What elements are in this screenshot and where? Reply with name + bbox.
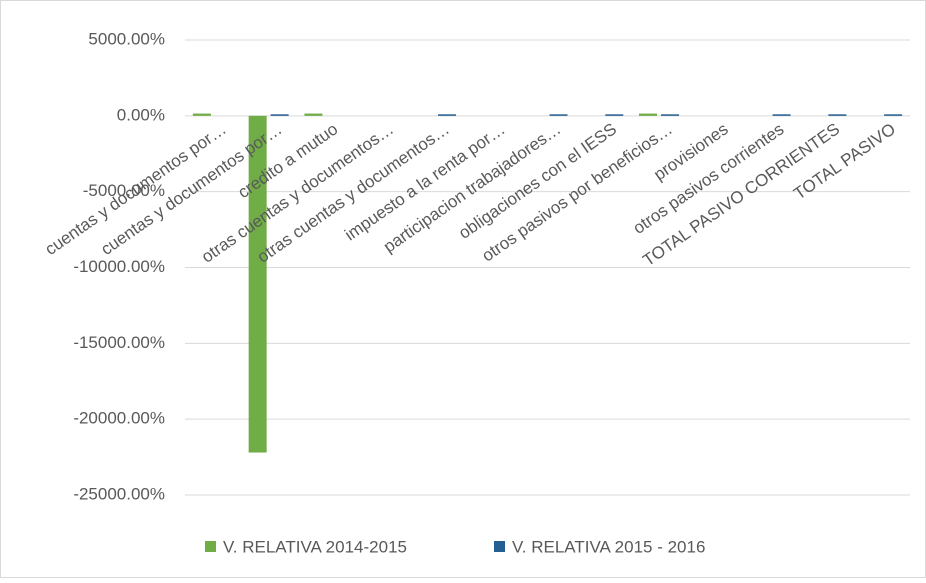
y-tick-label: 0.00% [117,105,165,124]
y-tick-label: -5000.00% [83,181,165,200]
bar [639,113,658,116]
bar [270,114,289,116]
bar [661,114,680,116]
y-tick-label: -20000.00% [73,409,165,428]
legend-swatch [494,541,505,552]
bar [304,113,323,116]
y-tick-label: -10000.00% [73,257,165,276]
y-tick-label: 5000.00% [88,29,165,48]
bar [605,114,624,116]
y-tick-label: -15000.00% [73,333,165,352]
bar [772,114,791,116]
legend-label: V. RELATIVA 2014-2015 [223,537,407,556]
bar [549,114,568,116]
bar [828,114,847,116]
legend-swatch [205,541,216,552]
legend-label: V. RELATIVA 2015 - 2016 [512,537,705,556]
bar [884,114,903,116]
bar [192,113,211,116]
y-tick-label: -25000.00% [73,484,165,503]
bar [248,115,267,453]
bar [437,114,456,116]
